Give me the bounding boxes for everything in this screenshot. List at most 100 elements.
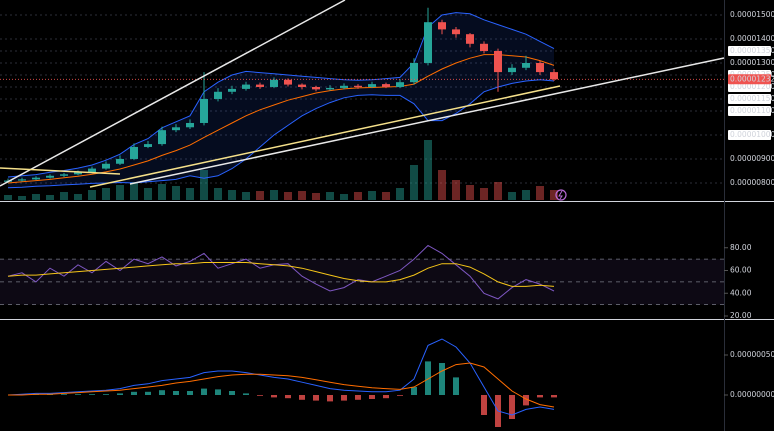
- candle-body: [242, 84, 250, 89]
- tick-label-box: [728, 129, 771, 140]
- histogram-bar: [159, 390, 165, 395]
- volume-bar: [410, 165, 418, 200]
- volume-bar: [242, 192, 250, 200]
- volume-bar: [508, 192, 516, 200]
- candle-body: [424, 22, 432, 63]
- volume-bar: [494, 182, 502, 200]
- histogram-bar: [117, 393, 123, 395]
- y-tick-label: 0.00000900: [730, 154, 774, 163]
- candle-body: [214, 91, 222, 99]
- candle-body: [130, 146, 138, 159]
- candle-body: [326, 87, 334, 90]
- histogram-bar: [89, 394, 95, 395]
- histogram-bar: [551, 395, 557, 398]
- y-tick-label: 60.00: [730, 266, 752, 275]
- histogram-bar: [173, 391, 179, 395]
- volume-bar: [326, 192, 334, 200]
- plot-layer: 0.00001500 0.00001400 0.00001350 0.00001300…: [0, 7, 774, 427]
- y-tick-label: 0.00001150: [730, 94, 774, 103]
- last-price-box: [728, 74, 771, 85]
- candle-body: [508, 67, 516, 73]
- y-tick-label: 0.00001300: [730, 58, 774, 67]
- volume-bar: [228, 190, 236, 200]
- histogram-bar: [537, 395, 543, 398]
- event-icon-bolt: [558, 190, 563, 200]
- candle-body: [522, 62, 530, 68]
- volume-bar: [116, 185, 124, 200]
- histogram-bar: [285, 395, 291, 399]
- histogram-bar: [299, 395, 305, 400]
- candle-body: [340, 85, 348, 88]
- histogram-bar: [425, 361, 431, 395]
- y-tick-label: 0.00001200: [730, 82, 774, 91]
- candle-body: [550, 72, 558, 80]
- candle-body: [256, 84, 264, 87]
- volume-bar: [88, 190, 96, 200]
- tick-label-box: [728, 105, 771, 116]
- candle-body: [18, 179, 26, 181]
- volume-bar: [256, 191, 264, 200]
- candle-body: [60, 174, 68, 176]
- trend-line: [0, 167, 121, 175]
- volume-bar: [74, 194, 82, 200]
- candle-body: [186, 122, 194, 128]
- histogram-bar: [313, 395, 319, 401]
- candle-body: [46, 175, 54, 178]
- histogram-bar: [215, 389, 221, 395]
- candle-body: [494, 50, 502, 73]
- volume-bar: [382, 192, 390, 200]
- trend-line: [0, 0, 346, 187]
- candle-body: [116, 158, 124, 164]
- candle-body: [396, 82, 404, 87]
- y-tick-label: 0.00001100: [730, 106, 774, 115]
- volume-bar: [536, 186, 544, 200]
- trend-line: [129, 57, 725, 185]
- candle-body: [298, 84, 306, 87]
- y-tick-label: 20.00: [730, 311, 752, 320]
- volume-bar: [130, 182, 138, 200]
- candle-body: [480, 43, 488, 51]
- histogram-bar: [201, 388, 207, 395]
- histogram-bar: [131, 391, 137, 395]
- candle-body: [452, 29, 460, 35]
- volume-bar: [144, 188, 152, 200]
- volume-bar: [214, 188, 222, 200]
- histogram-bar: [103, 394, 109, 395]
- volume-bar: [4, 195, 12, 200]
- histogram-bar: [509, 395, 515, 419]
- trend-line: [89, 85, 561, 188]
- histogram-bar: [369, 395, 375, 399]
- histogram-bar: [145, 391, 151, 395]
- volume-bar: [60, 192, 68, 200]
- volume-bar: [466, 185, 474, 200]
- tick-label-box: [728, 93, 771, 104]
- volume-bar: [396, 188, 404, 200]
- histogram-bar: [327, 395, 333, 402]
- y-tick-label: 0.00001350: [730, 46, 774, 55]
- candle-body: [284, 79, 292, 85]
- candle-body: [270, 79, 278, 87]
- volume-bar: [312, 193, 320, 200]
- indicator-line: [7, 79, 555, 189]
- y-tick-label: 0.00001500: [730, 10, 774, 19]
- candle-body: [144, 144, 152, 147]
- last-price-label: 0.00001232: [730, 74, 774, 83]
- volume-bar: [46, 195, 54, 200]
- event-icon[interactable]: [555, 189, 567, 201]
- volume-bar: [340, 194, 348, 200]
- candle-body: [438, 22, 446, 30]
- volume-bar: [452, 180, 460, 200]
- candle-body: [200, 98, 208, 123]
- y-tick-label: 0.00000000: [730, 390, 774, 399]
- volume-bar: [480, 188, 488, 200]
- candle-body: [354, 85, 362, 87]
- volume-bar: [368, 191, 376, 200]
- histogram-bar: [187, 391, 193, 395]
- volume-bar: [354, 192, 362, 200]
- candle-body: [102, 163, 110, 169]
- histogram-bar: [243, 393, 249, 395]
- band-fill: [8, 12, 554, 188]
- histogram-bar: [439, 363, 445, 395]
- y-tick-label: 80.00: [730, 243, 752, 252]
